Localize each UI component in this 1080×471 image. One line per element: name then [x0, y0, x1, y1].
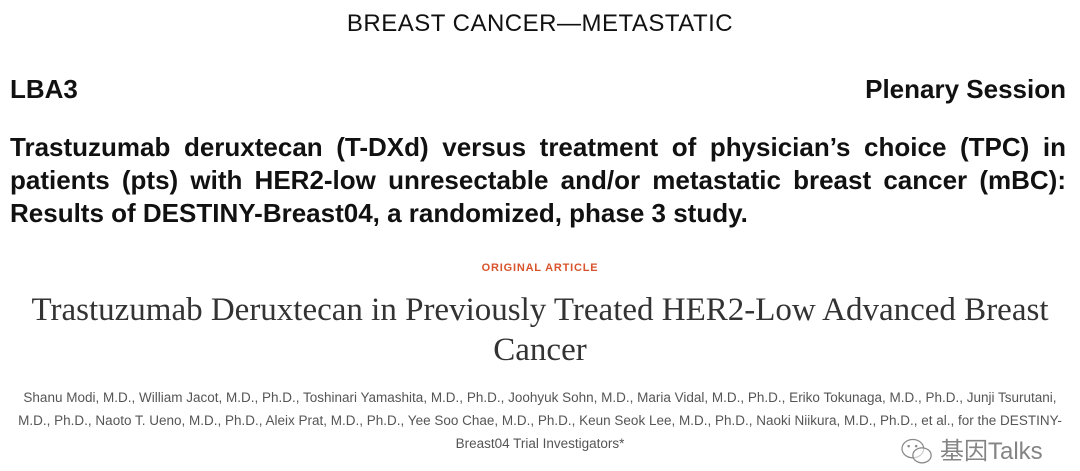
- author-list: Shanu Modi, M.D., William Jacot, M.D., P…: [18, 390, 1062, 451]
- article-type-label: ORIGINAL ARTICLE: [481, 262, 599, 274]
- abstract-code: LBA3: [10, 74, 78, 104]
- article-title: Trastuzumab Deruxtecan in Previously Tre…: [31, 292, 1049, 368]
- watermark-text: 基因Talks: [940, 438, 1043, 465]
- abstract-title: Trastuzumab deruxtecan (T-DXd) versus tr…: [10, 132, 1066, 228]
- section-header: BREAST CANCER—METASTATIC: [346, 10, 734, 37]
- wechat-icon: [901, 438, 932, 464]
- session-label: Plenary Session: [865, 74, 1066, 104]
- watermark: 基因Talks: [900, 437, 1043, 467]
